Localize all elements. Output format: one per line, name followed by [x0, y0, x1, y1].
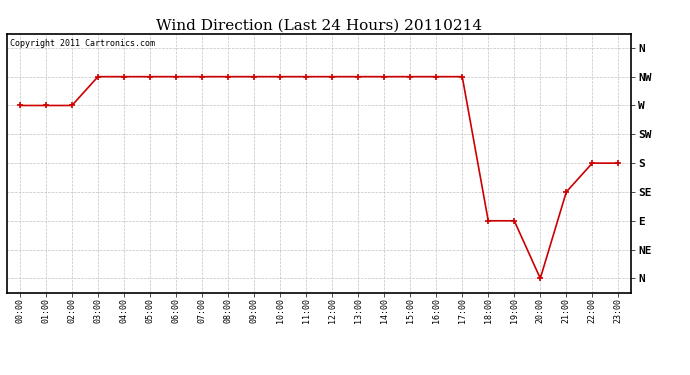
Title: Wind Direction (Last 24 Hours) 20110214: Wind Direction (Last 24 Hours) 20110214	[156, 19, 482, 33]
Text: Copyright 2011 Cartronics.com: Copyright 2011 Cartronics.com	[10, 39, 155, 48]
